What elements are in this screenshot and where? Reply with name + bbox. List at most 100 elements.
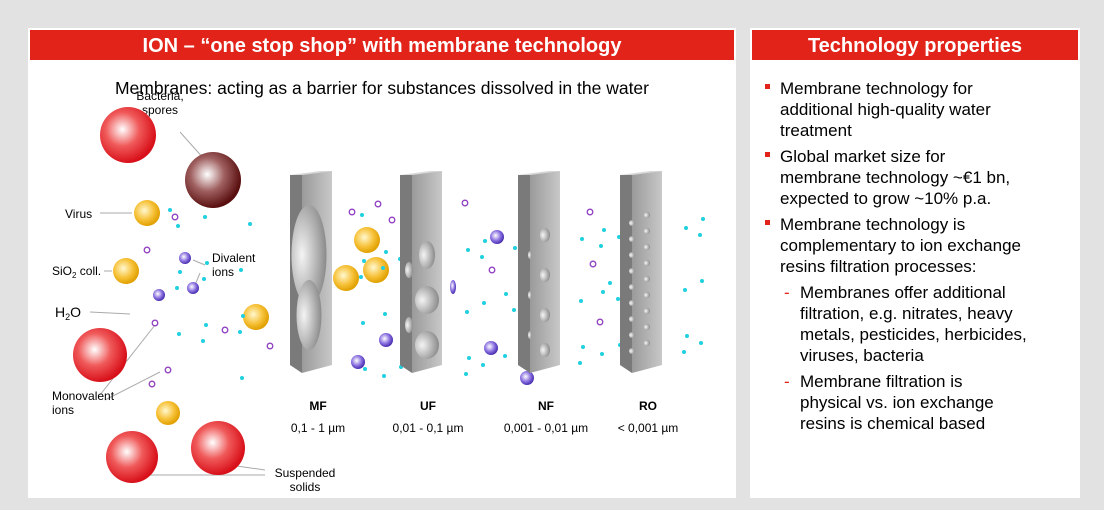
water-molecule xyxy=(685,334,689,338)
water-molecule xyxy=(699,341,703,345)
water-molecule xyxy=(201,339,205,343)
bullet-text: expected to grow ~10% p.a. xyxy=(780,189,991,208)
membrane-top xyxy=(620,171,662,175)
pore xyxy=(644,212,650,218)
water-molecule xyxy=(381,266,385,270)
particle xyxy=(379,333,393,347)
label-bacteria: Bacteria, spores xyxy=(136,89,183,117)
water-molecule xyxy=(465,310,469,314)
pore xyxy=(644,228,650,234)
particle xyxy=(354,227,380,253)
water-molecule xyxy=(383,312,387,316)
pore xyxy=(644,324,650,330)
water-molecule xyxy=(205,261,209,265)
water-molecule xyxy=(512,308,516,312)
particle xyxy=(351,355,365,369)
water-molecule xyxy=(467,356,471,360)
water-molecule xyxy=(241,314,245,318)
small-ion xyxy=(148,380,156,388)
pore xyxy=(629,268,635,274)
pore xyxy=(644,292,650,298)
particle xyxy=(363,257,389,283)
water-molecule xyxy=(608,281,612,285)
membrane-side xyxy=(518,175,530,373)
water-molecule xyxy=(483,239,487,243)
water-molecule xyxy=(202,277,206,281)
water-molecule xyxy=(248,222,252,226)
bullet-marker xyxy=(765,152,770,157)
water-molecule xyxy=(466,248,470,252)
membrane-pore-size: 0,01 - 0,1 µm xyxy=(393,421,464,435)
membrane-face xyxy=(412,171,442,373)
sub-bullet-marker: - xyxy=(784,283,790,302)
particle xyxy=(179,252,191,264)
sub-bullet-text: viruses, bacteria xyxy=(800,346,924,365)
water-molecule xyxy=(362,259,366,263)
water-molecule xyxy=(363,367,367,371)
sub-bullet-text: Membrane filtration is xyxy=(800,372,963,391)
membrane-pore-size: 0,001 - 0,01 µm xyxy=(504,421,588,435)
bullet-marker xyxy=(765,220,770,225)
water-molecule xyxy=(175,286,179,290)
water-molecule xyxy=(616,297,620,301)
right-panel xyxy=(750,28,1080,498)
particle xyxy=(134,200,160,226)
small-ion xyxy=(266,342,274,350)
membrane-name: NF xyxy=(538,399,554,413)
water-molecule xyxy=(701,217,705,221)
pore xyxy=(540,308,550,322)
water-molecule xyxy=(359,275,363,279)
sub-bullet-text: physical vs. ion exchange xyxy=(800,393,994,412)
pore xyxy=(629,316,635,322)
water-molecule xyxy=(382,374,386,378)
membrane-name: MF xyxy=(309,399,326,413)
small-ion xyxy=(151,319,159,327)
pore xyxy=(405,262,413,278)
right-header: Technology properties xyxy=(808,35,1022,57)
pore xyxy=(629,236,635,242)
water-molecule xyxy=(578,361,582,365)
pore xyxy=(629,300,635,306)
water-molecule xyxy=(600,352,604,356)
sub-bullet-text: metals, pesticides, herbicides, xyxy=(800,325,1027,344)
pore xyxy=(644,260,650,266)
water-molecule xyxy=(700,279,704,283)
water-molecule xyxy=(178,270,182,274)
pore xyxy=(644,276,650,282)
pore xyxy=(415,331,439,359)
subtitle: Membranes: acting as a barrier for subst… xyxy=(115,78,649,98)
water-molecule xyxy=(513,246,517,250)
left-header-bar xyxy=(30,30,734,60)
water-molecule xyxy=(482,301,486,305)
small-ion xyxy=(461,199,469,207)
pore xyxy=(528,331,532,339)
pore xyxy=(644,308,650,314)
bullet-text: treatment xyxy=(780,121,852,140)
sub-bullet-text: filtration, e.g. nitrates, heavy xyxy=(800,304,1013,323)
membrane-top xyxy=(290,171,332,175)
small-ion xyxy=(589,260,597,268)
membrane-pore-size: 0,1 - 1 µm xyxy=(291,421,345,435)
water-molecule xyxy=(599,244,603,248)
small-ion xyxy=(171,213,179,221)
water-molecule xyxy=(602,228,606,232)
water-molecule xyxy=(684,226,688,230)
right-header-bar xyxy=(752,30,1078,60)
water-molecule xyxy=(581,345,585,349)
pore xyxy=(629,332,635,338)
small-ion xyxy=(143,246,151,254)
particle xyxy=(100,107,156,163)
membrane-face xyxy=(632,171,662,373)
small-ion xyxy=(164,366,172,374)
label-divalent: Divalent ions xyxy=(212,251,256,279)
small-ion xyxy=(348,208,356,216)
water-molecule xyxy=(698,233,702,237)
pore xyxy=(540,343,550,357)
left-header: ION – “one stop shop” with membrane tech… xyxy=(143,35,623,57)
water-molecule xyxy=(177,332,181,336)
particle xyxy=(333,265,359,291)
water-molecule xyxy=(480,255,484,259)
particle xyxy=(450,280,456,294)
membrane-side xyxy=(620,175,632,373)
